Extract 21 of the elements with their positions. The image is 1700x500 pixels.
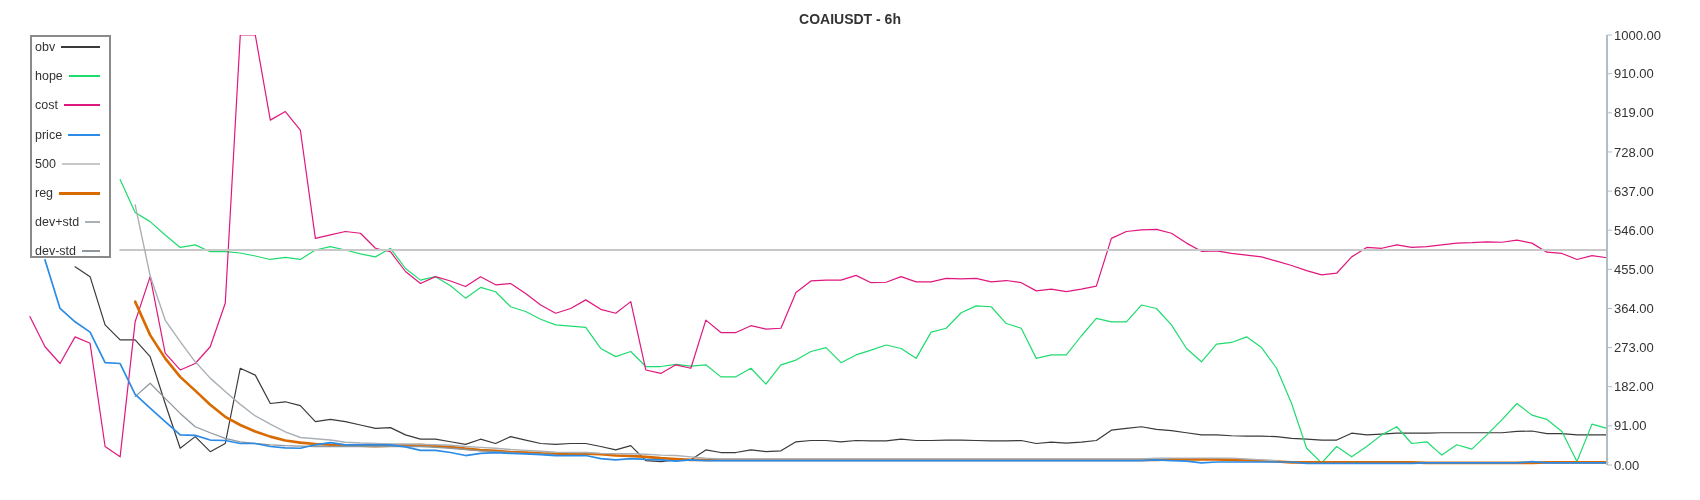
legend-label: price [35, 127, 63, 142]
y-tick-label: 455.00 [1614, 261, 1654, 277]
y-tick-label: 91.00 [1614, 418, 1647, 434]
y-tick-label: 1000.00 [1614, 27, 1661, 43]
legend-label: cost [35, 98, 58, 113]
y-tick-label: 546.00 [1614, 222, 1654, 238]
y-tick-label: 910.00 [1614, 66, 1654, 82]
legend-label: reg [35, 186, 54, 200]
y-tick-label: 637.00 [1614, 183, 1654, 199]
y-tick-label: 273.00 [1614, 340, 1654, 356]
y-tick-label: 182.00 [1614, 379, 1654, 395]
legend-label: dev-std [35, 244, 76, 259]
chart-title: COAIUSDT - 6h [798, 11, 902, 27]
y-tick-label: 0.00 [1614, 457, 1640, 473]
legend-label: dev+std [35, 215, 80, 230]
legend-label: obv [35, 40, 56, 54]
legend-label: hope [35, 69, 63, 84]
y-tick-label: 819.00 [1614, 105, 1654, 121]
y-tick-label: 364.00 [1614, 301, 1654, 317]
y-tick-label: 728.00 [1614, 144, 1654, 160]
legend-label: 500 [35, 156, 56, 171]
